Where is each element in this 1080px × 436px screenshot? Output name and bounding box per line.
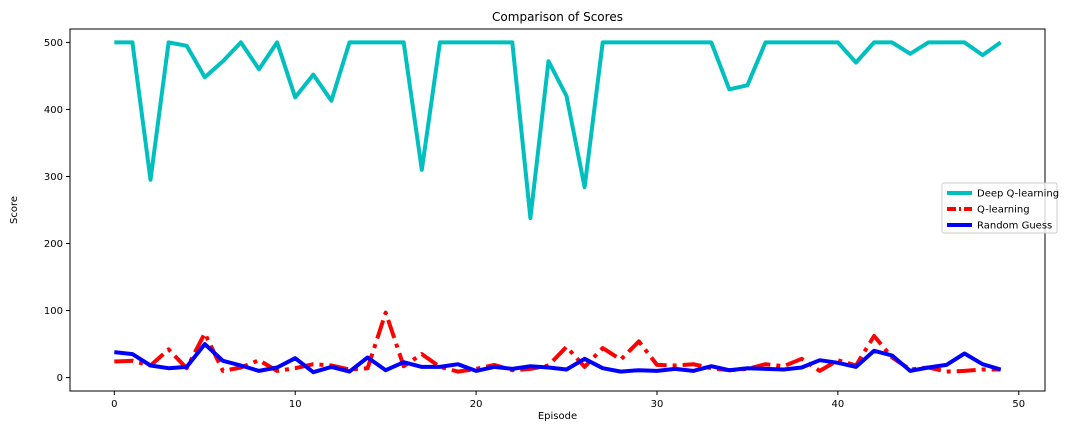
y-tick-label: 400 [44, 105, 63, 116]
y-tick-label: 500 [44, 38, 63, 49]
y-axis: 0 100 200 300 400 500 [44, 38, 70, 384]
x-tick-label: 20 [470, 399, 483, 410]
chart-title: Comparison of Scores [492, 10, 623, 24]
y-axis-label: Score [9, 196, 20, 224]
legend-label-q-learning: Q-learning [977, 205, 1030, 216]
legend-label-random-guess: Random Guess [977, 221, 1052, 232]
x-tick-label: 50 [1012, 399, 1025, 410]
y-tick-label: 200 [44, 239, 63, 250]
x-axis: 0 10 20 30 40 50 [111, 391, 1025, 410]
y-tick-label: 100 [44, 306, 63, 317]
plot-area [114, 40, 1002, 375]
series-line-random-guess [114, 342, 1002, 375]
y-tick-label: 0 [57, 373, 63, 384]
legend: Deep Q-learning Q-learning Random Guess [941, 182, 1059, 234]
x-axis-label: Episode [538, 411, 577, 422]
series-line-deep-q-learning [114, 40, 1002, 220]
legend-frame [941, 182, 1058, 234]
y-tick-label: 300 [44, 172, 63, 183]
x-tick-label: 30 [651, 399, 664, 410]
x-tick-label: 0 [111, 399, 117, 410]
axes-frame [69, 28, 1046, 392]
legend-label-deep-q-learning: Deep Q-learning [977, 189, 1059, 200]
x-tick-label: 40 [832, 399, 845, 410]
series-line-q-learning [114, 310, 1001, 374]
x-tick-label: 10 [289, 399, 302, 410]
